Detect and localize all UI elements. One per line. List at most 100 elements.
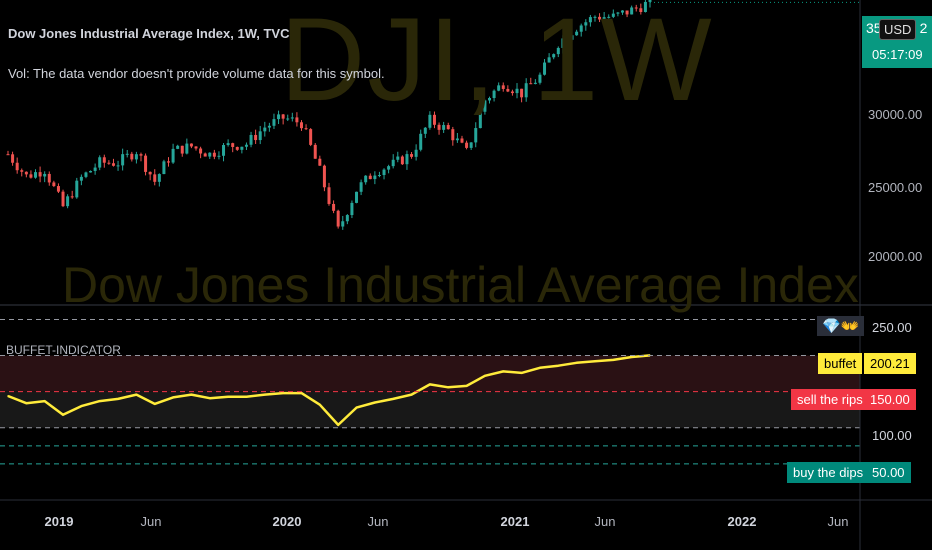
candle-down [299,122,303,129]
candle-down [47,173,51,183]
indicator-legend-label[interactable]: BUFFET-INDICATOR [6,343,121,357]
candle-up [290,117,294,119]
candle-up [419,133,423,150]
candle-up [267,125,271,128]
candle-down [460,138,464,143]
buffet-indicator-point [25,402,28,405]
name-watermark: Dow Jones Industrial Average Index [62,257,859,313]
candle-down [318,158,322,166]
candle-up [575,31,579,36]
candle-down [153,174,157,182]
candle-up [157,174,161,182]
candle-up [620,10,624,13]
candle-down [322,165,326,188]
candle-down [410,154,414,157]
candle-down [70,196,74,198]
candle-up [377,175,381,177]
candle-up [396,156,400,160]
candle-up [579,25,583,32]
candle-down [130,153,134,160]
buffet-indicator-point [245,395,248,398]
candle-down [465,142,469,148]
buffet-indicator-point [575,361,578,364]
candle-up [492,90,496,99]
candle-down [29,174,33,178]
candle-down [52,182,56,187]
candle-down [309,129,313,145]
candle-up [125,153,129,155]
candle-up [208,152,212,157]
time-tick-jun-2020: Jun [367,514,389,529]
candle-up [258,131,262,141]
candle-up [249,134,253,145]
candle-up [66,196,70,207]
candle-up [497,85,501,91]
sell-the-rips-label-tag: sell the rips [791,389,869,410]
candle-up [630,7,634,15]
buffet-indicator-point [630,356,633,358]
diamond-hands-emoji-tag: 💎👐 [817,316,865,336]
candle-down [189,143,193,147]
candle-up [244,144,248,147]
candle-down [506,88,510,92]
candle-down [203,153,207,157]
candle-down [639,8,643,13]
candle-down [6,154,10,156]
candle-up [373,175,377,180]
candle-up [89,170,93,173]
buffet-indicator-point [502,370,505,373]
candle-up [455,138,459,141]
candle-up [98,157,102,168]
candle-down [451,129,455,141]
candle-down [336,210,340,227]
buffet-indicator-point [374,401,376,404]
buffet-indicator-point [539,367,541,369]
buffet-indicator-point [300,392,303,394]
current-price-value: 35 2 [866,20,928,36]
symbol-legend-title[interactable]: Dow Jones Industrial Average Index, 1W, … [8,26,290,41]
candle-up [162,161,166,175]
buffet-indicator-point [465,385,468,387]
buffet-indicator-point [319,403,321,406]
candle-down [437,124,441,130]
candle-up [533,82,537,84]
candle-down [38,172,42,177]
candle-up [176,145,180,149]
candle-up [272,119,276,126]
candle-down [235,146,239,150]
candle-down [432,114,436,125]
candle-down [144,155,148,172]
buffet-value-tag: 200.21 [864,353,916,374]
candle-down [327,187,331,204]
candle-down [598,16,602,20]
candle-down [180,145,184,154]
candle-down [254,134,258,141]
buffet-indicator-point [557,364,560,367]
sell-zone-fill [0,355,860,392]
candle-up [643,1,647,13]
candle-down [24,171,28,175]
currency-button[interactable]: USD [879,19,917,40]
candle-up [355,191,359,203]
candle-down [400,156,404,165]
candle-up [364,175,368,183]
candle-up [341,221,345,227]
sell-the-rips-value-tag: 150.00 [864,389,916,410]
candle-up [552,54,556,58]
candle-down [102,157,106,163]
candle-down [107,162,111,164]
band-tag-250: 250.00 [872,320,912,335]
buffet-indicator-point [447,386,450,389]
candle-down [634,7,638,9]
candle-down [56,186,60,192]
candle-up [538,74,542,83]
candle-down [61,191,65,207]
time-tick-2021: 2021 [500,514,530,529]
candle-up [616,12,620,14]
buffet-indicator-line [7,354,651,427]
candle-up [469,142,473,148]
buffet-indicator-point [282,392,284,394]
price-tick-20000: 20000.00 [868,249,923,264]
